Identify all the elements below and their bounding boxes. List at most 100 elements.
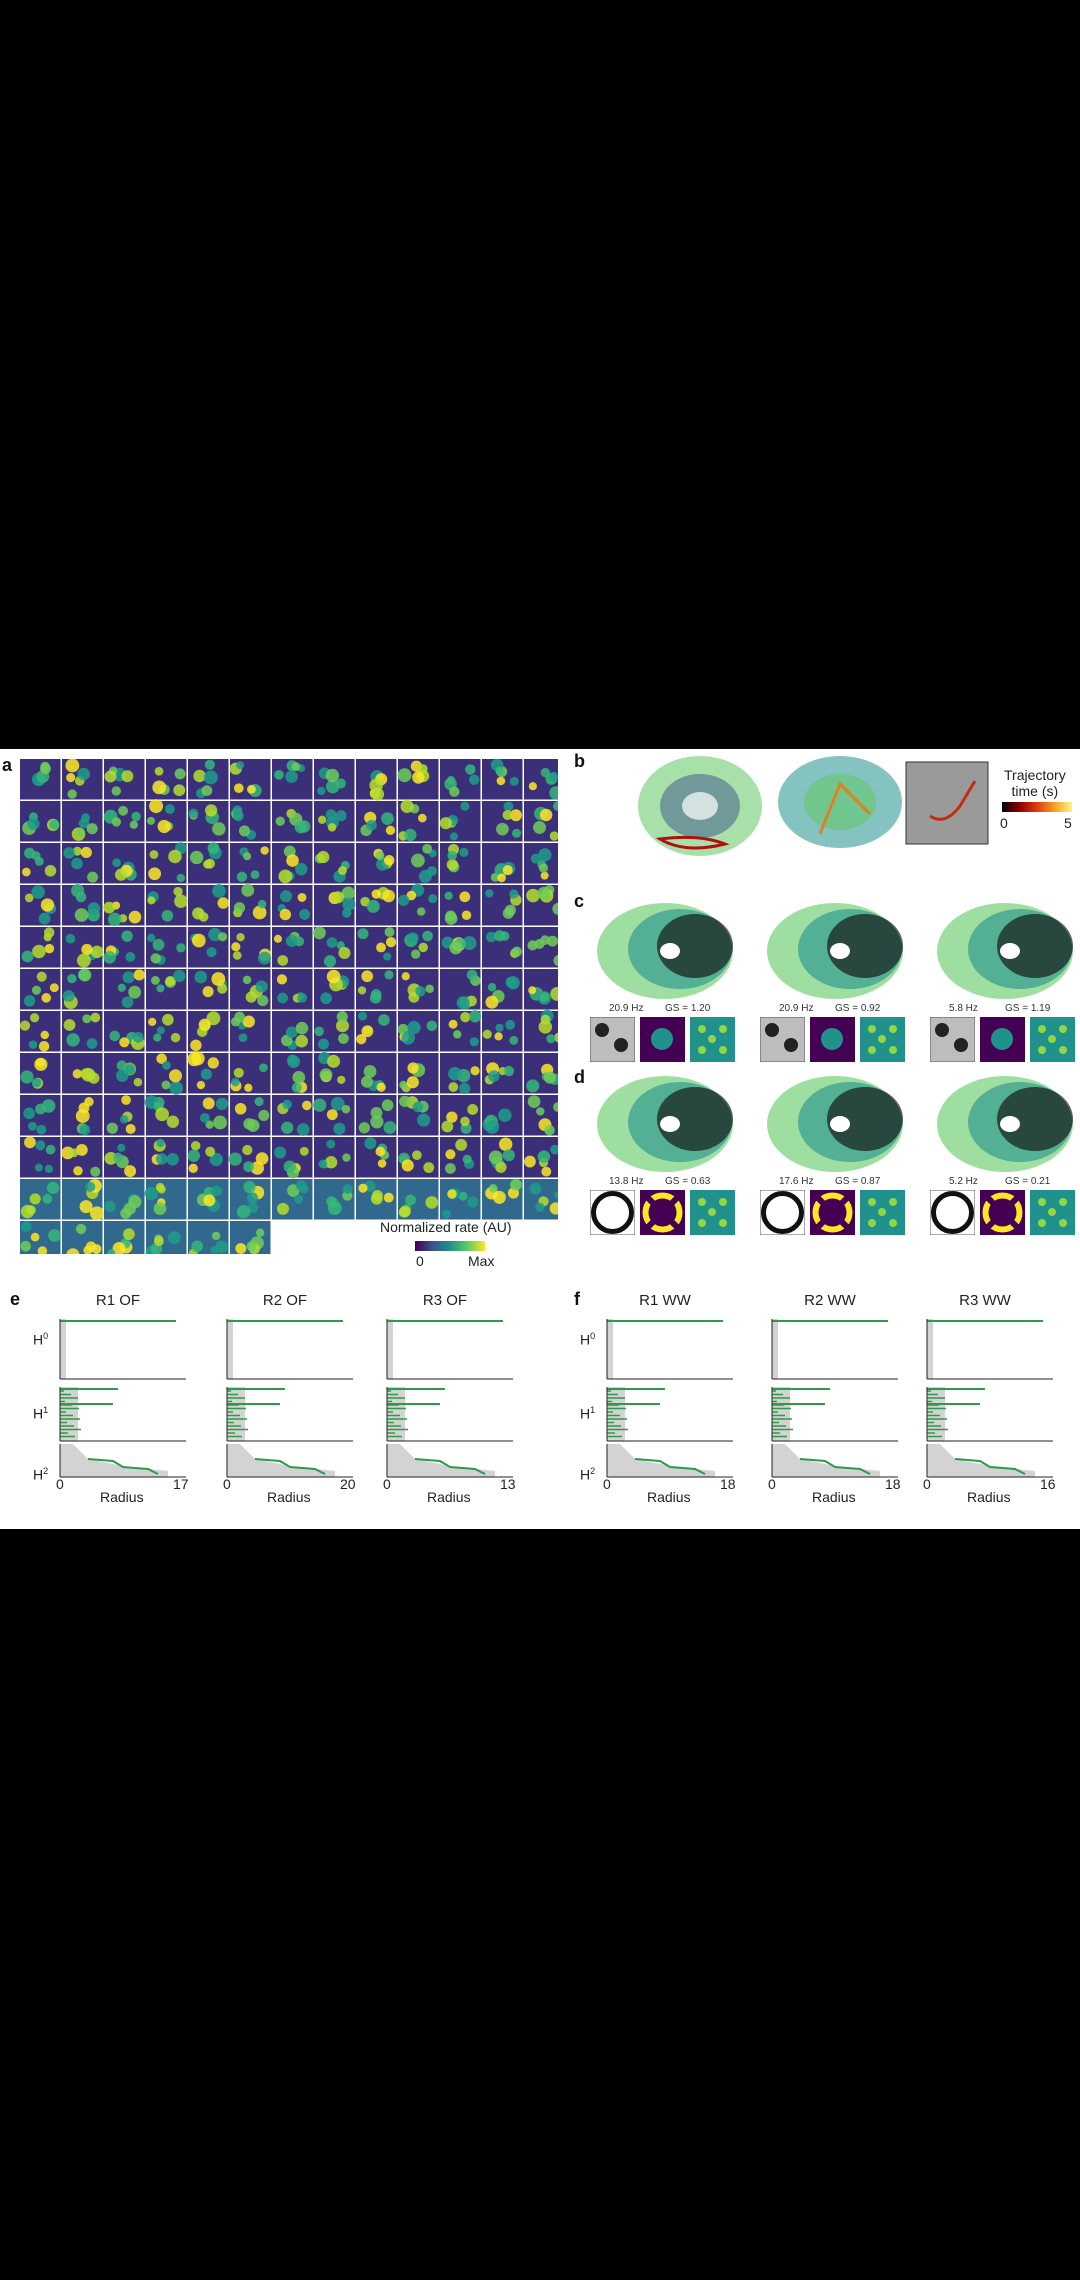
rate-map-cell	[482, 1095, 523, 1136]
rate-map-cell	[104, 1179, 145, 1220]
x-axis-min: 0	[603, 1476, 611, 1492]
spike-map	[760, 1190, 805, 1235]
rate-map-cell	[482, 1137, 523, 1178]
rate-map-cell	[62, 759, 103, 800]
point-cloud	[937, 1076, 1073, 1172]
rate-map-cell	[440, 1137, 481, 1178]
rate-map-cell	[20, 1136, 61, 1178]
h0-noise-band	[387, 1319, 393, 1379]
arena-trajectory	[905, 761, 989, 845]
rate-map-cell	[103, 885, 145, 927]
barcode-plot	[59, 1319, 186, 1478]
panel-letter-d: d	[574, 1067, 585, 1087]
rate-map-cell	[272, 1137, 313, 1179]
rate-map-grid	[20, 759, 558, 1254]
rate-map-cell	[104, 1137, 145, 1178]
colorbar-title: Normalized rate (AU)	[380, 1219, 512, 1235]
rate-caption: 20.9 Hz	[609, 1003, 644, 1014]
rate-map-cell	[230, 1179, 271, 1220]
rate-map-cell	[482, 1011, 523, 1052]
rate-map-cell	[398, 1137, 439, 1178]
trajectory-title-line2: time (s)	[1011, 783, 1059, 799]
rate-map-cell	[314, 843, 355, 884]
rate-map-cell	[272, 843, 313, 884]
rate-map-cell	[524, 801, 558, 842]
rate-map-cell	[482, 1053, 523, 1094]
h2-label-f: H2	[580, 1466, 596, 1483]
h2-bars	[87, 1458, 159, 1475]
point-cloud	[937, 903, 1073, 999]
h1-noise-band	[607, 1387, 625, 1441]
rate-map-cell	[482, 885, 523, 926]
rate-map-cell	[482, 1178, 523, 1220]
barcode-title: R2 OF	[262, 1292, 308, 1309]
cloud-dark	[997, 914, 1073, 978]
rate-map-cell	[188, 969, 229, 1010]
rate-map-cell	[230, 927, 272, 968]
rate-map-cell	[20, 1095, 61, 1136]
panel-letter-a: a	[2, 755, 13, 775]
cloud-dark	[997, 1087, 1073, 1151]
h2-bars	[414, 1458, 486, 1475]
rate-map	[810, 1190, 855, 1235]
panel-letter-b: b	[574, 751, 585, 771]
rate-map-cell	[144, 1179, 187, 1220]
rate-map-cell	[356, 801, 397, 842]
gs-caption: GS = 1.19	[1005, 1003, 1051, 1014]
rate-map-cell	[356, 1095, 397, 1136]
rate-map-cell	[62, 801, 103, 842]
rate-map-cell	[20, 885, 61, 926]
h2-bars	[799, 1458, 871, 1475]
rate-map-cell	[439, 801, 481, 842]
rate-map-cell	[440, 843, 481, 884]
arena-trajectory-path	[929, 780, 977, 821]
barcode-title: R1 WW	[639, 1292, 691, 1309]
rate-map-cell	[188, 801, 229, 842]
h0-noise-band	[227, 1319, 233, 1379]
rate-map-cell	[356, 843, 397, 884]
rate-map-cell	[144, 1095, 187, 1136]
point-cloud-2-core	[804, 774, 876, 830]
rate-map-cell	[229, 759, 271, 800]
rate-map-cell	[230, 1053, 271, 1094]
rate-map-cell	[314, 759, 355, 800]
rate-map-cell	[188, 842, 229, 884]
trajectory-colorbar	[1002, 802, 1072, 812]
cloud-hole	[660, 1116, 680, 1132]
rate-map-cell	[62, 1011, 103, 1052]
rate-map-cell	[272, 1095, 313, 1136]
rate-map-cell	[103, 801, 145, 842]
cloud-dark	[657, 1087, 733, 1151]
rate-map-cell	[230, 1011, 271, 1052]
rate-map-cell	[440, 885, 481, 926]
trajectory-path-2	[818, 781, 872, 835]
h2-label-e: H2	[33, 1466, 49, 1483]
cloud-dark	[657, 914, 733, 978]
cloud-hole	[660, 943, 680, 959]
trajectory-colorbar-max: 5	[1064, 815, 1072, 831]
colorbar-max: Max	[468, 1253, 495, 1269]
rate-map-cell	[20, 1221, 61, 1254]
h1-noise-band	[60, 1387, 78, 1441]
x-axis-max: 20	[340, 1476, 356, 1492]
colorbar-min: 0	[416, 1253, 424, 1269]
rate-map-cell	[312, 1095, 355, 1136]
rate-map	[810, 1017, 855, 1062]
rate-map-cell	[314, 969, 355, 1010]
trajectory-colorbar-title: Trajectory time (s)	[1004, 767, 1066, 799]
barcode-title: R1 OF	[95, 1292, 141, 1309]
rate-map-cell	[104, 1095, 145, 1136]
h0-noise-band	[772, 1319, 778, 1379]
rate-map-cell	[146, 969, 187, 1010]
h2-bars	[634, 1458, 706, 1475]
rate-map-cell	[188, 1011, 229, 1052]
barcode-title: R2 WW	[804, 1292, 856, 1309]
cloud-hole	[1000, 1116, 1020, 1132]
panel-letter-f: f	[574, 1289, 580, 1309]
x-axis-label: Radius	[267, 1489, 311, 1505]
barcode-plot	[386, 1319, 513, 1478]
autocorrelogram	[690, 1017, 735, 1062]
x-axis-label: Radius	[967, 1489, 1011, 1505]
rate-map-cell	[61, 1137, 103, 1178]
rate-map-cell	[524, 1095, 558, 1136]
